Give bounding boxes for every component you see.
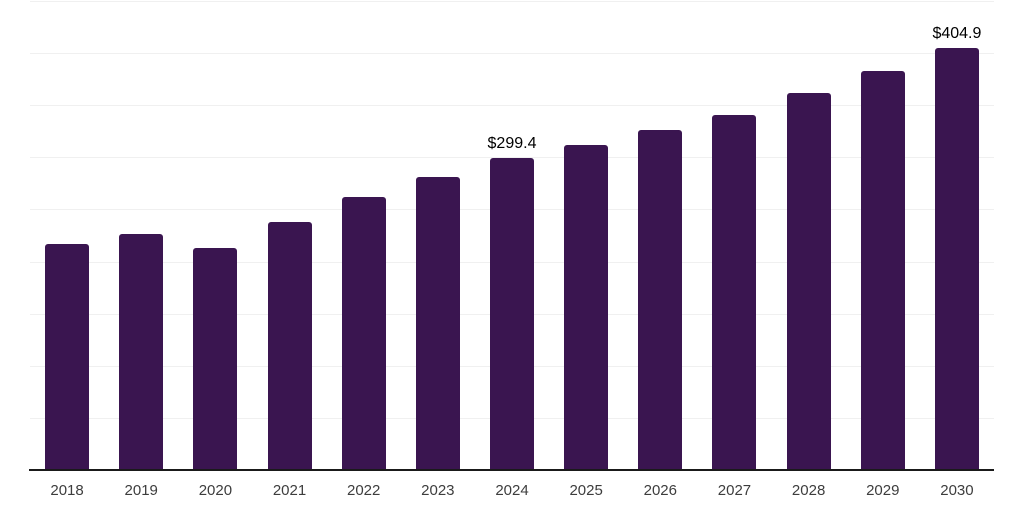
bar-2030 xyxy=(934,48,979,470)
data-label-2030: $404.9 xyxy=(932,25,982,43)
bar-2029 xyxy=(860,71,905,470)
x-tick-label-2030: 2030 xyxy=(940,482,974,499)
gridline-350 xyxy=(30,105,994,107)
bar-2024 xyxy=(490,157,534,470)
plot-area: $299.4 $404.9 xyxy=(29,1,994,471)
x-tick-label-2024: 2024 xyxy=(495,482,529,499)
gridline-400 xyxy=(30,53,994,55)
x-tick-label-2026: 2026 xyxy=(643,482,677,499)
x-tick-label-2027: 2027 xyxy=(717,482,752,499)
x-tick-label-2023: 2023 xyxy=(421,482,455,499)
bar-2025 xyxy=(564,145,609,470)
x-tick-label-2020: 2020 xyxy=(198,482,233,499)
x-tick-label-2019: 2019 xyxy=(124,482,158,499)
bar-2023 xyxy=(415,177,460,470)
x-tick-label-2021: 2021 xyxy=(272,482,307,499)
bar-2022 xyxy=(341,197,386,470)
bar-2019 xyxy=(119,234,164,470)
bar-2026 xyxy=(638,130,683,470)
x-tick-label-2022: 2022 xyxy=(347,482,381,499)
bar-2028 xyxy=(786,93,831,470)
x-axis-line xyxy=(29,469,994,471)
data-label-2024: $299.4 xyxy=(487,134,537,152)
bar-2027 xyxy=(712,115,757,470)
bar-2018 xyxy=(45,244,90,470)
bar-2021 xyxy=(267,221,312,470)
x-tick-label-2029: 2029 xyxy=(866,482,900,499)
bar-2020 xyxy=(193,247,238,470)
x-axis-labels: 2018 2019 2020 2021 2022 2023 2024 2025 2026 2027… xyxy=(30,482,994,504)
x-tick-label-2025: 2025 xyxy=(569,482,603,499)
x-tick-label-2028: 2028 xyxy=(791,482,826,499)
gridline-450 xyxy=(30,1,994,2)
x-tick-label-2018: 2018 xyxy=(50,482,84,499)
gridline-300 xyxy=(30,157,994,159)
